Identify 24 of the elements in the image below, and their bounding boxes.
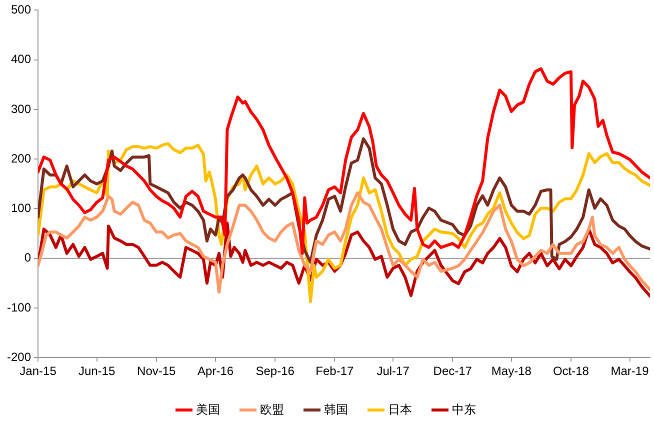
x-tick-label: Nov-15 [137, 364, 176, 378]
x-tick-label: Sep-16 [256, 364, 295, 378]
x-tick-label: Jan-15 [20, 364, 57, 378]
y-tick-label: 400 [10, 52, 32, 66]
y-tick-label: 100 [10, 201, 32, 216]
x-tick-label: Dec-17 [433, 364, 472, 378]
x-tick-label: May-18 [491, 364, 532, 378]
x-tick-label: Apr-16 [198, 364, 234, 378]
legend-label: 日本 [388, 402, 412, 416]
y-tick-label: 300 [10, 102, 32, 116]
y-tick-label: -200 [6, 350, 32, 364]
x-tick-label: Oct-18 [552, 364, 590, 378]
x-tick-label: Jun-15 [78, 364, 116, 378]
legend-label: 美国 [196, 402, 220, 416]
y-tick-label: 200 [10, 151, 32, 166]
legend-label: 中东 [452, 402, 476, 416]
x-tick-label: Mar-19 [610, 364, 650, 378]
legend-label: 欧盟 [260, 402, 284, 416]
y-tick-label: 0 [24, 250, 32, 265]
y-tick-label: 500 [10, 2, 32, 17]
x-tick-label: Feb-17 [316, 364, 354, 378]
y-tick-label: -100 [6, 300, 32, 314]
x-tick-label: Jul-17 [376, 364, 410, 378]
legend-label: 韩国 [324, 402, 348, 416]
